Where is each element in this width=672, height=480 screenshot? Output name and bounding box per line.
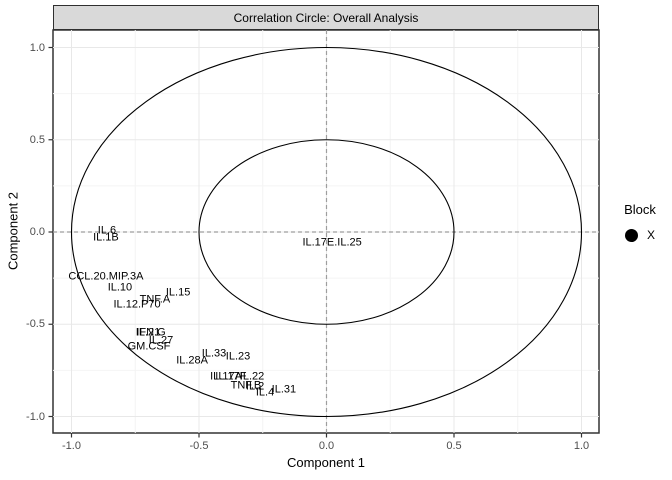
variable-label: IL.27 [148,334,174,347]
variable-label: IL.12.P70 [113,298,161,310]
y-axis-title: Component 2 [5,191,21,271]
variable-label: IFN.G [136,326,166,339]
variable-label: TNF.A [139,293,171,306]
variable-label: GM.CSF [127,340,171,353]
x-tick-label: 0.0 [318,440,335,452]
plot-title-strip: Correlation Circle: Overall Analysis [53,5,599,30]
variable-label: IL.33 [201,347,227,360]
x-tick-label: -0.5 [189,440,209,452]
variable-label: IL.4 [255,386,275,399]
variable-label: IL.6 [97,224,117,237]
plot-title: Correlation Circle: Overall Analysis [233,10,419,25]
variable-label: IL.23 [225,350,251,363]
variable-label: IL.22 [239,370,265,383]
variable-label: IL.15 [165,286,191,299]
variable-label: IL.17A [210,370,242,383]
y-tick-label: 0.0 [29,226,45,238]
x-tick-label: 1.0 [573,440,590,452]
correlation-circle-outer [70,46,583,418]
x-tick-label: -1.0 [62,440,81,452]
variable-label: IL.2 [245,380,265,393]
variable-label: IL.31 [271,383,297,396]
y-tick-label: 0.5 [29,133,45,146]
x-tick-label: 0.5 [446,440,462,452]
variable-label: IL.21 [135,326,161,339]
variable-label: TNF.B [230,379,262,392]
variable-label: IL.10 [107,281,133,294]
legend-entry: X [612,228,668,242]
variable-label: IL.1B [93,231,119,244]
y-tick-label: -1.0 [26,410,45,423]
variable-label: IL.28A [176,354,209,367]
variable-label: IL.17F [215,370,247,383]
legend-title: Block [624,202,656,217]
legend: Block X [612,202,668,242]
legend-entry-label: X [646,228,655,242]
legend-marker-filled-circle-icon [624,228,638,242]
y-tick-label: 1.0 [29,41,45,54]
correlation-circle-inner [198,139,455,325]
variable-label: IL.17E.IL.25 [302,236,362,249]
variable-label: CCL.20.MIP.3A [68,270,144,283]
y-tick-label: -0.5 [26,318,45,331]
x-axis-title: Component 1 [286,455,366,470]
